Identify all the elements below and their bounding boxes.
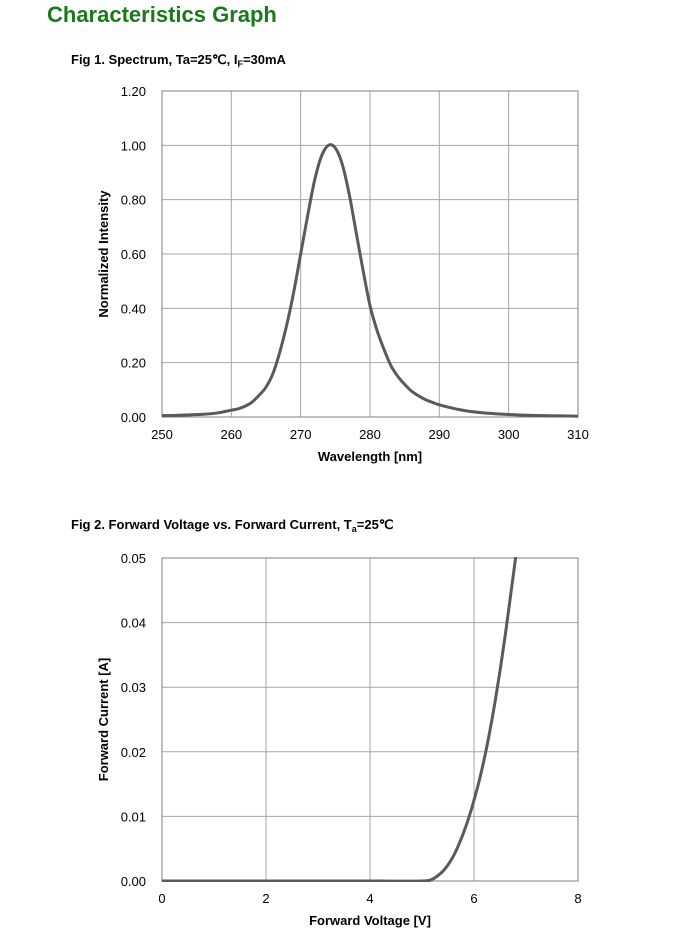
y-tick-label: 0.05 xyxy=(121,551,146,566)
x-tick-label: 310 xyxy=(567,427,589,442)
x-tick-label: 300 xyxy=(498,427,520,442)
spectrum-chart: 250 260 270 280 290 300 310 0.00 0.20 0.40 0.60 0.8… xyxy=(96,84,589,464)
series-line xyxy=(162,557,518,882)
y-tick-label: 0.03 xyxy=(121,680,146,695)
y-tick-label: 0.00 xyxy=(121,410,146,425)
x-tick-label: 6 xyxy=(470,891,477,906)
fig2-title: Fig 2. Forward Voltage vs. Forward Curre… xyxy=(71,517,394,534)
x-tick-label: 270 xyxy=(290,427,312,442)
page-title: Characteristics Graph xyxy=(47,2,277,27)
y-tick-label: 0.02 xyxy=(121,745,146,760)
x-tick-label: 290 xyxy=(428,427,450,442)
x-tick-label: 280 xyxy=(359,427,381,442)
y-axis-label: Forward Current [A] xyxy=(96,658,111,782)
y-tick-label: 0.40 xyxy=(121,301,146,316)
y-tick-label: 1.00 xyxy=(121,138,146,153)
x-tick-label: 0 xyxy=(158,891,165,906)
y-tick-label: 0.80 xyxy=(121,193,146,208)
plot-frame xyxy=(161,90,579,418)
x-tick-label: 4 xyxy=(366,891,373,906)
x-tick-label: 250 xyxy=(151,427,173,442)
y-tick-label: 0.60 xyxy=(121,247,146,262)
y-tick-label: 0.04 xyxy=(121,616,146,631)
x-tick-label: 2 xyxy=(262,891,269,906)
series-line xyxy=(162,143,578,418)
fig1-title: Fig 1. Spectrum, Ta=25℃, IF=30mA xyxy=(71,52,286,69)
x-axis-label: Forward Voltage [V] xyxy=(309,913,431,928)
y-axis-label: Normalized Intensity xyxy=(96,190,111,318)
x-tick-label: 260 xyxy=(220,427,242,442)
forward-voltage-chart: 0 2 4 6 8 0.00 0.01 0.02 0.03 0.04 0.05 Forward Vol… xyxy=(96,551,582,928)
x-tick-label: 8 xyxy=(574,891,581,906)
y-tick-label: 0.00 xyxy=(121,874,146,889)
y-tick-label: 0.01 xyxy=(121,809,146,824)
x-axis-label: Wavelength [nm] xyxy=(318,449,422,464)
y-tick-label: 0.20 xyxy=(121,356,146,371)
y-tick-label: 1.20 xyxy=(121,84,146,99)
